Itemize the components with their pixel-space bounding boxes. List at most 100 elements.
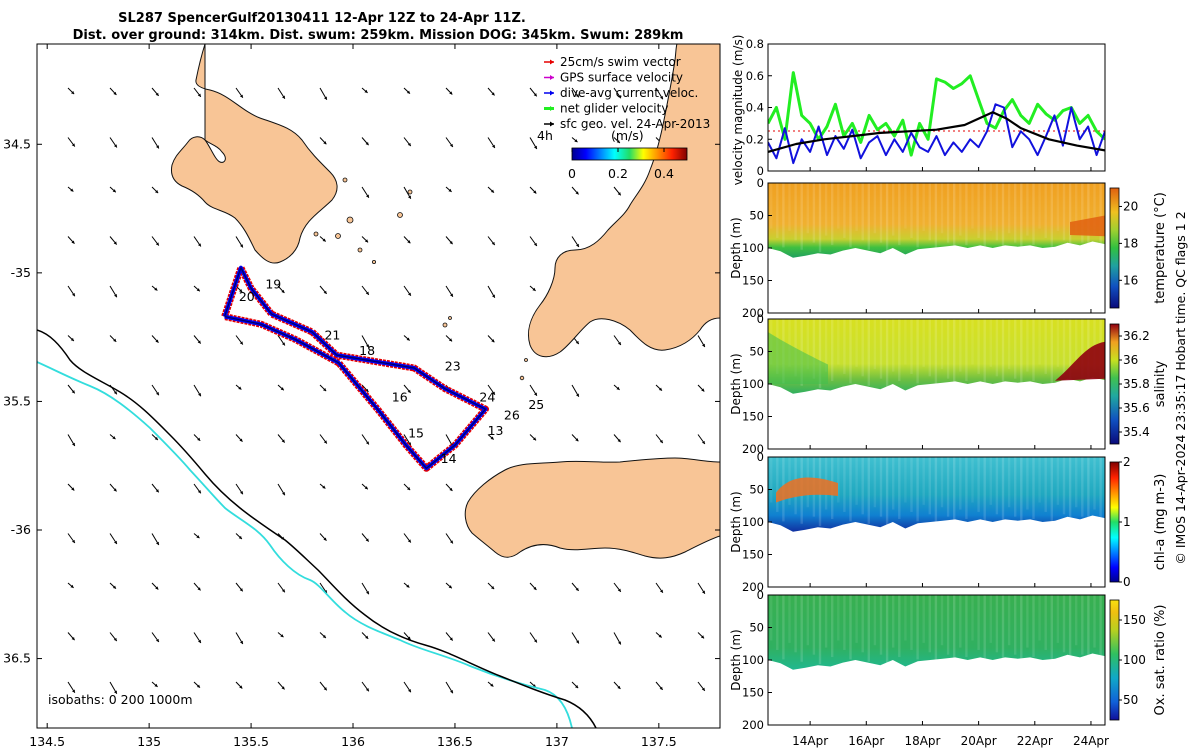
oxygen-y-tick-label: 200 xyxy=(742,718,764,732)
salinity-colorbar-label: salinity xyxy=(1153,360,1168,407)
salinity-colorbar-tick-label: 36 xyxy=(1123,353,1138,367)
sfc-velocity-vector xyxy=(403,681,412,693)
salinity-profile-streak xyxy=(1020,319,1023,389)
sfc-velocity-vector xyxy=(571,632,580,644)
salinity-profile-streak xyxy=(837,319,840,365)
sfc-velocity-vector xyxy=(571,236,580,248)
temperature-profile-streak xyxy=(831,183,834,246)
temperature-profile-streak xyxy=(971,183,974,229)
sfc-velocity-vector xyxy=(571,434,579,442)
oxygen-profile-streak xyxy=(946,595,950,655)
glider-path-line xyxy=(224,267,487,469)
sfc-velocity-vector xyxy=(277,335,286,346)
temperature-profile-streak xyxy=(965,183,968,246)
salinity-y-label: Depth (m) xyxy=(729,353,743,414)
sfc-velocity-vector xyxy=(151,533,160,546)
temperature-colorbar xyxy=(1109,187,1120,309)
chl-a-profile-streak xyxy=(971,457,974,503)
map-y-tick-label: 34.5 xyxy=(3,136,31,151)
oxygen-profile-streak xyxy=(1062,595,1066,653)
sfc-velocity-vector xyxy=(361,533,370,542)
oxygen-profile-streak xyxy=(1014,595,1017,655)
salinity-profile-streak xyxy=(922,319,925,367)
sfc-velocity-vector xyxy=(487,582,495,590)
temperature-profile-streak xyxy=(873,183,877,234)
sfc-velocity-vector xyxy=(361,483,369,490)
chl-a-profile-streak xyxy=(959,457,962,510)
chl-a-profile-streak xyxy=(861,457,864,515)
sfc-velocity-vector xyxy=(109,434,116,440)
sfc-velocity-vector xyxy=(151,137,160,149)
sfc-velocity-vector xyxy=(403,186,412,200)
temperature-profile-streak xyxy=(959,183,962,236)
legend-item: sfc geo. vel. 24-Apr-2013 xyxy=(544,117,710,131)
velocity-y-tick-label: 0.6 xyxy=(746,69,764,83)
temperature-profile-streak xyxy=(788,183,791,231)
temperature-y-label: Depth (m) xyxy=(729,217,743,278)
sfc-velocity-vector xyxy=(235,582,244,592)
salinity-low-patch xyxy=(768,332,828,384)
sfc-velocity-vector xyxy=(109,632,118,642)
chl-a-profile-streak xyxy=(1093,457,1096,510)
temperature-profile-streak xyxy=(1093,183,1096,236)
temperature-profile-streak xyxy=(818,183,822,253)
sfc-velocity-vector xyxy=(193,582,201,591)
oxygen-profile-streak xyxy=(800,595,803,662)
oxygen-profile-streak xyxy=(971,595,974,641)
oxygen-profile-streak xyxy=(916,595,919,660)
salinity-y-tick-label: 50 xyxy=(749,345,764,359)
salinity-profile-streak xyxy=(928,319,931,377)
salinity-profile-streak xyxy=(1007,319,1011,370)
sfc-velocity-vector xyxy=(613,335,622,346)
sfc-velocity-vector xyxy=(319,533,327,542)
temperature-profile-streak xyxy=(1007,183,1011,234)
oxygen-profile-streak xyxy=(843,595,846,650)
salinity-profile-streak xyxy=(824,319,828,372)
temperature-profile-streak xyxy=(916,183,919,248)
salinity-profile-streak xyxy=(977,319,980,374)
chl-a-colorbar-tick-label: 0 xyxy=(1123,575,1131,589)
legend-label: dive-avg current veloc. xyxy=(560,86,698,100)
sfc-velocity-vector xyxy=(277,681,285,690)
velocity-y-tick-label: 0 xyxy=(757,164,764,178)
salinity-profile-streak xyxy=(818,319,822,389)
sfc-velocity-vector xyxy=(235,87,244,99)
small-islands xyxy=(313,177,528,381)
day-label: 23 xyxy=(445,359,461,374)
figure-title-line2: Dist. over ground: 314km. Dist. swum: 25… xyxy=(73,28,684,43)
sfc-velocity-vector xyxy=(67,582,74,589)
sfc-velocity-vector xyxy=(613,87,622,99)
salinity-profile-streak xyxy=(794,319,797,377)
sfc-velocity-vector xyxy=(235,681,243,689)
sfc-velocity-vector xyxy=(277,632,284,638)
salinity-y-tick-label: 200 xyxy=(742,442,764,456)
sfc-velocity-vector xyxy=(613,582,622,593)
land-yorke-peninsula xyxy=(527,44,720,358)
sfc-velocity-vector xyxy=(571,186,579,195)
temperature-profile-streak xyxy=(1032,183,1035,246)
velocity-y-tick-label: 0.2 xyxy=(746,132,764,146)
sfc-velocity-vector xyxy=(319,681,328,691)
velocity-series-line xyxy=(768,71,1105,157)
time-tick-label: 24Apr xyxy=(1073,734,1109,748)
salinity-profile-streak xyxy=(989,319,992,367)
salinity-section-field xyxy=(768,319,1105,394)
sfc-velocity-vector xyxy=(235,384,242,390)
map-y-tick-label: -36 xyxy=(11,522,31,537)
sfc-velocity-vector xyxy=(697,582,706,595)
salinity-profile-streak xyxy=(885,319,889,389)
chl-a-profile-streak xyxy=(965,457,968,520)
sfc-velocity-vector xyxy=(529,632,538,643)
map-x-axis: 134.5 135 135.5 136 136.5 137 137.5 xyxy=(29,44,677,749)
sfc-velocity-vector xyxy=(319,434,328,444)
oxygen-y-label: Depth (m) xyxy=(729,629,743,690)
sfc-velocity-vector xyxy=(403,236,411,244)
oxygen-profile-streak xyxy=(892,595,895,648)
temperature-profile-streak xyxy=(843,183,846,238)
legend-item: net glider velocity xyxy=(544,102,668,116)
map-axes-frame xyxy=(36,43,721,729)
map-x-tick-label: 135 xyxy=(137,734,161,749)
salinity-y-tick-label: 100 xyxy=(742,377,764,391)
legend-label: sfc geo. vel. 24-Apr-2013 xyxy=(560,117,710,131)
sfc-velocity-vector xyxy=(445,632,454,641)
